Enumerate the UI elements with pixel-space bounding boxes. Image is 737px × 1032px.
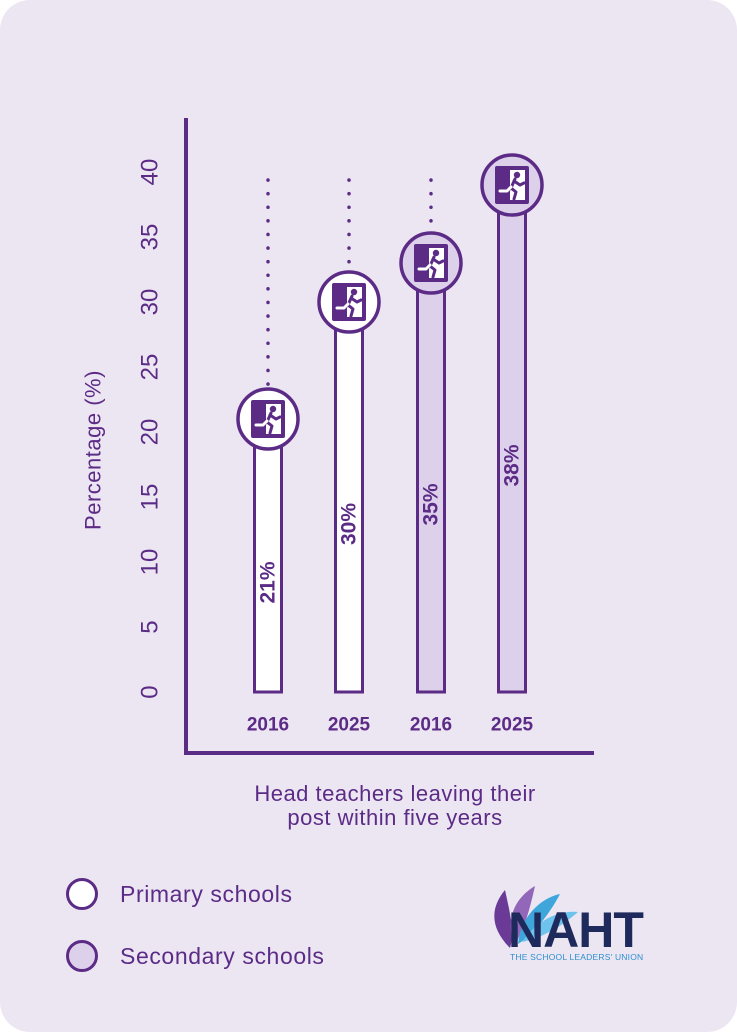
emergency-exit-icon — [495, 166, 529, 204]
legend-swatch-secondary — [66, 940, 98, 972]
emergency-exit-icon — [251, 400, 285, 438]
bar — [497, 183, 527, 694]
x-category-label: 2025 — [491, 715, 534, 736]
y-tick-label: 5 — [137, 620, 164, 633]
x-axis-caption-line-2: post within five years — [287, 805, 503, 830]
y-tick-label: 25 — [137, 354, 164, 381]
y-tick-label: 20 — [137, 419, 164, 446]
bar — [253, 417, 283, 694]
y-tick-label: 30 — [137, 289, 164, 316]
logo-tagline: THE SCHOOL LEADERS' UNION — [510, 952, 644, 962]
x-category-label: 2016 — [247, 715, 289, 736]
legend-label-secondary: Secondary schools — [120, 942, 325, 969]
legend-swatch-primary — [66, 878, 98, 910]
emergency-exit-icon — [332, 283, 366, 321]
y-axis-label: Percentage (%) — [81, 370, 106, 530]
emergency-exit-icon — [414, 244, 448, 282]
y-tick-label: 0 — [137, 685, 164, 698]
chart-axes — [184, 118, 594, 755]
naht-logo-mark — [494, 886, 578, 948]
y-tick-label: 35 — [137, 224, 164, 251]
bar — [334, 300, 364, 694]
bar-value-label: 21% — [257, 561, 280, 603]
legend-item-secondary: Secondary schools — [66, 936, 325, 976]
bar-value-label: 35% — [420, 483, 443, 525]
x-category-label: 2025 — [328, 715, 371, 736]
x-axis-caption-line-1: Head teachers leaving their — [254, 781, 536, 806]
bar-value-label: 30% — [338, 503, 361, 545]
legend-label-primary: Primary schools — [120, 880, 293, 907]
logo-wordmark: NAHT — [508, 902, 644, 958]
x-category-label: 2016 — [410, 715, 452, 736]
y-tick-label: 40 — [137, 159, 164, 186]
y-tick-label: 15 — [137, 484, 164, 511]
bar — [416, 261, 446, 694]
bar-value-label: 38% — [501, 444, 524, 486]
y-tick-label: 10 — [137, 549, 164, 576]
legend-item-primary: Primary schools — [66, 874, 293, 914]
